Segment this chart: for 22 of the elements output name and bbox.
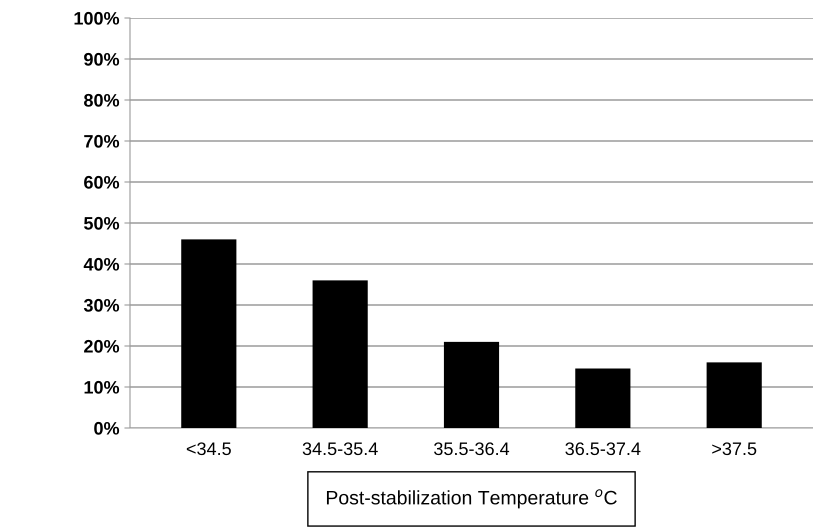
bar (181, 239, 236, 428)
x-tick-label: <34.5 (186, 442, 231, 456)
y-tick-label: 30% (84, 298, 120, 312)
y-tick-label: 10% (84, 380, 120, 394)
x-tick-label: 35.5-36.4 (434, 442, 510, 456)
y-tick-label: 80% (84, 94, 120, 107)
y-tick-label: 0% (94, 422, 120, 435)
x-tick-label: 34.5-35.4 (302, 442, 378, 456)
bar (575, 368, 630, 428)
y-tick-label: 40% (84, 258, 120, 271)
y-tick-label: 50% (84, 216, 120, 230)
x-tick-label: 36.5-37.4 (565, 442, 640, 456)
bar (444, 342, 500, 428)
y-tick-label: 70% (84, 134, 120, 148)
x-axis-title: Post-stabilization Temperature $^{o}$C (326, 489, 617, 508)
x-tick-label: >37.5 (712, 442, 756, 456)
y-tick-label: 20% (84, 340, 120, 353)
bar (706, 362, 762, 428)
y-tick-label: 90% (84, 52, 120, 66)
y-tick-label: 60% (84, 176, 120, 189)
y-tick-label: 100% (74, 12, 120, 25)
bar (312, 280, 368, 428)
